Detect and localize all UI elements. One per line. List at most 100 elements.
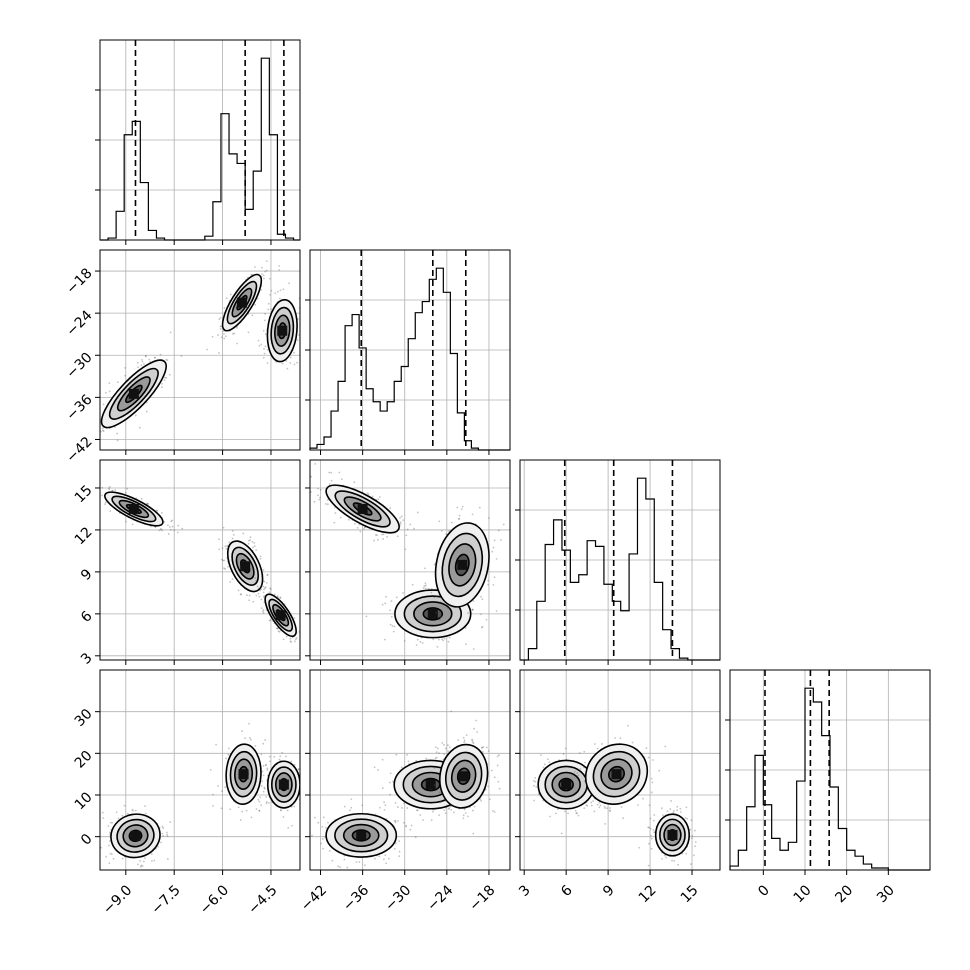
scatter-point — [235, 326, 238, 329]
scatter-point — [180, 355, 183, 358]
scatter-point — [690, 837, 693, 840]
scatter-point — [310, 475, 313, 478]
scatter-point — [379, 806, 381, 809]
scatter-point — [321, 826, 324, 828]
scatter-point — [257, 798, 260, 801]
scatter-point — [108, 382, 111, 385]
scatter-point — [416, 809, 419, 812]
panel-frame — [519, 669, 721, 871]
scatter-point — [593, 743, 596, 745]
y-tick-label: 15 — [72, 482, 96, 506]
scatter-point — [177, 524, 180, 527]
scatter-point — [160, 386, 163, 389]
scatter-point — [438, 638, 440, 641]
scatter-point — [585, 788, 588, 791]
scatter-point — [406, 754, 409, 756]
scatter-point — [389, 623, 392, 626]
scatter-point — [462, 736, 465, 739]
scatter-point — [229, 580, 232, 583]
scatter-point — [228, 541, 231, 544]
scatter-point — [165, 833, 168, 836]
scatter-point — [279, 596, 282, 599]
scatter-point — [394, 842, 397, 845]
scatter-point — [385, 862, 388, 865]
scatter-point — [139, 865, 142, 868]
scatter-point — [433, 563, 436, 566]
scatter-point — [394, 801, 397, 804]
scatter-point — [223, 333, 225, 335]
scatter-point — [546, 758, 549, 761]
scatter-point — [638, 846, 641, 849]
scatter-point — [263, 580, 266, 583]
scatter-point — [549, 815, 551, 818]
scatter-point — [236, 342, 239, 345]
scatter-point — [328, 471, 331, 474]
scatter-point — [219, 325, 222, 328]
scatter-point — [261, 780, 264, 783]
scatter-point — [267, 801, 270, 804]
scatter-point — [293, 363, 296, 366]
panel-frame — [99, 249, 301, 451]
scatter-point — [102, 430, 105, 433]
scatter-point — [472, 648, 475, 650]
scatter-point — [485, 618, 488, 621]
scatter-point — [264, 739, 267, 741]
scatter-panel-0-3: 0 10 20 30 −9.0 −7.5 −6.0 −4.5 — [72, 669, 304, 918]
scatter-point — [110, 853, 113, 856]
scatter-point — [260, 289, 263, 291]
scatter-point — [438, 752, 440, 755]
scatter-point — [302, 787, 304, 789]
scatter-point — [105, 391, 107, 394]
scatter-point — [673, 859, 676, 862]
scatter-point — [301, 643, 303, 645]
scatter-point — [222, 559, 224, 562]
contour-2-0 — [434, 522, 490, 608]
scatter-point — [481, 598, 484, 601]
scatter-point — [255, 549, 258, 551]
scatter-point — [165, 358, 168, 361]
panel-frame — [309, 669, 511, 871]
scatter-point — [502, 523, 505, 526]
scatter-point — [471, 513, 474, 516]
scatter-point — [296, 361, 299, 364]
scatter-point — [443, 809, 446, 812]
contour-2-1 — [268, 598, 294, 632]
hist-panel-0 — [95, 39, 301, 245]
scatter-point — [249, 738, 252, 741]
scatter-point — [651, 759, 654, 761]
scatter-point — [218, 538, 220, 541]
scatter-point — [436, 747, 439, 750]
scatter-point — [614, 737, 617, 739]
scatter-point — [650, 847, 653, 850]
scatter-point — [472, 832, 475, 835]
scatter-point — [265, 269, 268, 272]
scatter-point — [493, 776, 496, 779]
x-tick-label: 10 — [791, 882, 815, 906]
scatter-point — [458, 517, 460, 520]
scatter-point — [584, 761, 586, 764]
scatter-point — [435, 751, 438, 754]
scatter-point — [297, 768, 300, 771]
scatter-point — [576, 812, 578, 815]
scatter-point — [247, 542, 250, 545]
scatter-panel-1-2 — [305, 459, 511, 665]
x-tick-label: 0 — [755, 882, 773, 900]
scatter-point — [279, 809, 282, 812]
scatter-point — [263, 787, 266, 790]
scatter-point — [422, 587, 425, 589]
scatter-point — [231, 529, 234, 532]
contour-0-0 — [110, 813, 161, 859]
scatter-point — [672, 809, 675, 812]
y-tick-label: 6 — [78, 608, 96, 626]
scatter-point — [313, 500, 316, 503]
scatter-point — [593, 810, 596, 813]
scatter-point — [650, 777, 653, 780]
scatter-point — [231, 332, 234, 335]
scatter-point — [325, 503, 327, 505]
scatter-point — [647, 826, 650, 829]
scatter-point — [583, 766, 585, 769]
scatter-point — [116, 381, 119, 384]
scatter-point — [347, 518, 350, 521]
scatter-point — [138, 426, 141, 429]
scatter-point — [364, 864, 366, 867]
